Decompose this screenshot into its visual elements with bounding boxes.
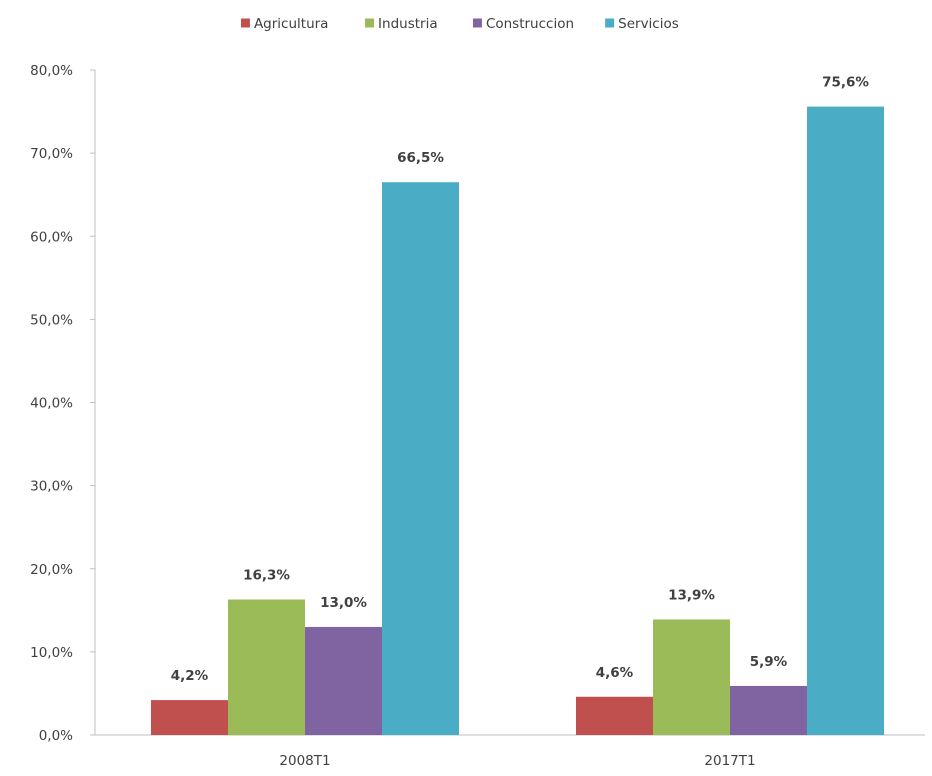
bar-agricultura-2017t1 xyxy=(576,696,653,735)
data-label: 75,6% xyxy=(822,75,869,91)
y-tick-label: 70,0% xyxy=(30,146,73,162)
bar-industria-2017t1 xyxy=(653,619,730,735)
data-label: 4,6% xyxy=(596,665,634,681)
bar-construccion-2008t1 xyxy=(305,626,382,735)
data-label: 66,5% xyxy=(397,150,444,166)
legend-swatch-construccion xyxy=(472,18,482,28)
y-tick-label: 60,0% xyxy=(30,229,73,245)
y-tick-label: 40,0% xyxy=(30,396,73,412)
bar-servicios-2017t1 xyxy=(807,106,884,735)
x-category-label: 2008T1 xyxy=(279,753,330,769)
x-category-label: 2017T1 xyxy=(704,753,755,769)
bar-agricultura-2008t1 xyxy=(151,700,228,735)
legend-label-construccion: Construccion xyxy=(486,16,574,32)
legend: Agricultura Industria Construccion Servicio… xyxy=(240,16,679,32)
bar-industria-2008t1 xyxy=(228,599,305,735)
legend-label-industria: Industria xyxy=(378,16,438,32)
axes: 0,0% 10,0% 20,0% 30,0% 40,0% 50,0% 60,0% 70,0% 8… xyxy=(30,63,925,769)
data-label: 13,0% xyxy=(320,595,367,611)
bar-servicios-2008t1 xyxy=(382,182,459,735)
legend-label-agricultura: Agricultura xyxy=(254,16,329,32)
bar-construccion-2017t1 xyxy=(730,685,807,735)
y-tick-label: 50,0% xyxy=(30,312,73,328)
legend-swatch-agricultura xyxy=(240,18,250,28)
y-tick-label: 0,0% xyxy=(39,728,73,744)
data-labels: 4,2% 16,3% 13,0% 66,5% 4,6% 13,9% 5,9% 75,6% xyxy=(171,75,870,685)
data-label: 13,9% xyxy=(668,587,715,603)
y-tick-label: 30,0% xyxy=(30,479,73,495)
data-label: 16,3% xyxy=(243,568,290,584)
y-tick-label: 10,0% xyxy=(30,645,73,661)
legend-swatch-industria xyxy=(365,18,375,28)
legend-swatch-servicios xyxy=(605,18,615,28)
y-tick-label: 80,0% xyxy=(30,63,73,79)
legend-label-servicios: Servicios xyxy=(618,16,679,32)
y-tick-label: 20,0% xyxy=(30,562,73,578)
plot-area xyxy=(151,106,884,735)
data-label: 4,2% xyxy=(171,668,209,684)
data-label: 5,9% xyxy=(750,654,788,670)
